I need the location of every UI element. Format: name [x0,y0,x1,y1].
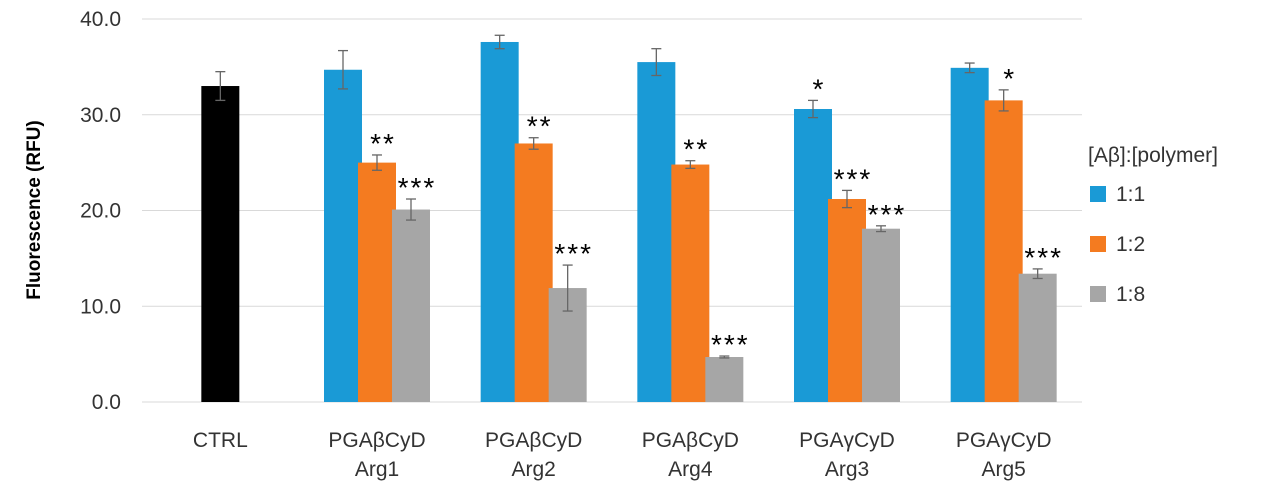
category-label: PGAβCyD [642,429,739,452]
category-label: Arg1 [355,458,399,481]
y-tick-label: 30.0 [80,104,121,127]
y-tick-label: 20.0 [80,200,121,223]
significance-label: * [1003,63,1016,94]
category-label: Arg5 [981,458,1025,481]
bar-1-2 [514,143,553,402]
bar-1-1 [794,109,832,402]
category-label: Arg4 [668,458,713,481]
bar-1-8 [1018,273,1057,402]
significance-label: *** [554,238,593,269]
significance-label: ** [527,111,553,142]
category-label: PGAγCyD [956,429,1052,452]
significance-label: ** [370,128,396,159]
bar-1-2 [358,162,396,402]
y-axis-title: Fluorescence (RFU) [24,120,45,299]
significance-label: *** [398,172,437,203]
bar-ctrl [201,86,240,403]
y-tick-label: 10.0 [80,295,121,318]
category-label: CTRL [193,429,248,452]
gridlines [142,18,1082,403]
bar-1-2 [984,100,1023,402]
legend-title: [Aβ]:[polymer] [1088,144,1218,167]
bar-1-1 [480,41,519,402]
legend-swatch [1090,186,1106,202]
significance-label: *** [1024,242,1063,273]
bar-1-2 [671,164,710,402]
category-label: Arg2 [511,458,555,481]
error-bars [215,34,1043,359]
category-label: PGAγCyD [799,429,895,452]
bar-1-2 [828,199,866,402]
legend: [Aβ]:[polymer] 1:1 1:2 1:8 [1088,144,1218,306]
bar-1-1 [637,62,676,403]
category-label: Arg3 [825,458,869,481]
significance-label: ** [683,134,709,165]
category-label: PGAβCyD [328,429,425,452]
bar-1-8 [705,356,744,402]
legend-swatch [1090,286,1106,302]
significance-label: *** [868,199,907,230]
bar-1-8 [862,228,900,402]
bar-1-1 [324,69,362,402]
legend-label: 1:2 [1116,233,1145,256]
significance-label: * [813,73,826,104]
y-tick-label: 0.0 [92,391,121,414]
category-label: PGAβCyD [485,429,582,452]
y-axis-ticks: 0.0 10.0 20.0 30.0 40.0 [80,8,121,414]
x-axis-categories: CTRL PGAβCyD Arg1 PGAβCyD Arg2 PGAβCyD Arg4 PGA… [193,429,1052,481]
significance-label: *** [711,329,750,360]
legend-swatch [1090,236,1106,252]
bar-1-1 [950,67,989,403]
significance-label: *** [834,163,873,194]
bars [201,41,1057,403]
legend-label: 1:1 [1116,183,1145,206]
legend-label: 1:8 [1116,283,1145,306]
bar-1-8 [392,209,430,402]
significance-markers: ************************** [370,63,1063,360]
y-tick-label: 40.0 [80,8,121,31]
